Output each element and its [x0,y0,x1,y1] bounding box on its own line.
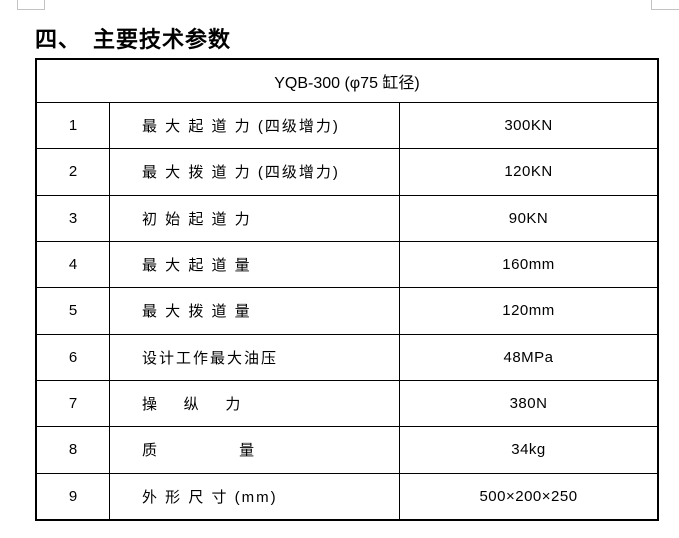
param-label: 最 大 起 道 量 [110,241,400,288]
row-number: 5 [37,288,110,334]
text-boundary-mark-top-left [17,0,45,10]
table-row: 6 设计工作最大油压 48MPa [37,334,657,381]
param-value: 380N [509,395,548,413]
row-number: 2 [37,149,110,195]
row-number: 8 [37,427,110,473]
param-label: 最 大 起 道 力 (四级增力) [110,103,400,149]
param-value: 120KN [504,163,553,181]
param-label: 最 大 拨 道 量 [110,288,400,334]
table-title: YQB-300 (φ75 缸径) [37,60,657,103]
row-number: 4 [37,241,110,288]
row-number: 3 [37,195,110,241]
param-value: 34kg [511,441,546,459]
row-number: 9 [37,473,110,519]
table-row: 8 质 量 34kg [37,427,657,474]
specs-table: YQB-300 (φ75 缸径) 1 最 大 起 道 力 (四级增力) 300K… [35,58,659,521]
param-label: 初 始 起 道 力 [110,195,400,241]
param-value: 160mm [502,256,555,274]
text-boundary-mark-top-right [651,0,679,10]
param-label: 最 大 拨 道 力 (四级增力) [110,149,400,195]
param-value: 120mm [502,302,555,320]
param-value: 300KN [504,117,553,135]
table-row: 7 操 纵 力 380N [37,380,657,428]
row-number: 7 [37,380,110,427]
table-row: 5 最 大 拨 道 量 120mm [37,288,657,335]
param-label: 外 形 尺 寸 (mm) [110,473,400,519]
param-value: 48MPa [503,348,554,366]
table-row: 4 最 大 起 道 量 160mm [37,241,657,289]
param-label: 设计工作最大油压 [110,334,400,380]
table-row: 2 最 大 拨 道 力 (四级增力) 120KN [37,149,657,196]
param-label: 操 纵 力 [110,380,400,427]
row-number: 6 [37,334,110,380]
row-number: 1 [37,103,110,149]
table-row: 3 初 始 起 道 力 90KN [37,195,657,242]
table-row: 1 最 大 起 道 力 (四级增力) 300KN [37,103,657,150]
param-value: 90KN [508,209,549,227]
param-value: 500×200×250 [479,487,578,505]
section-heading: 四、 主要技术参数 [35,27,232,52]
table-row: 9 外 形 尺 寸 (mm) 500×200×250 [37,473,657,519]
param-label: 质 量 [110,427,400,473]
